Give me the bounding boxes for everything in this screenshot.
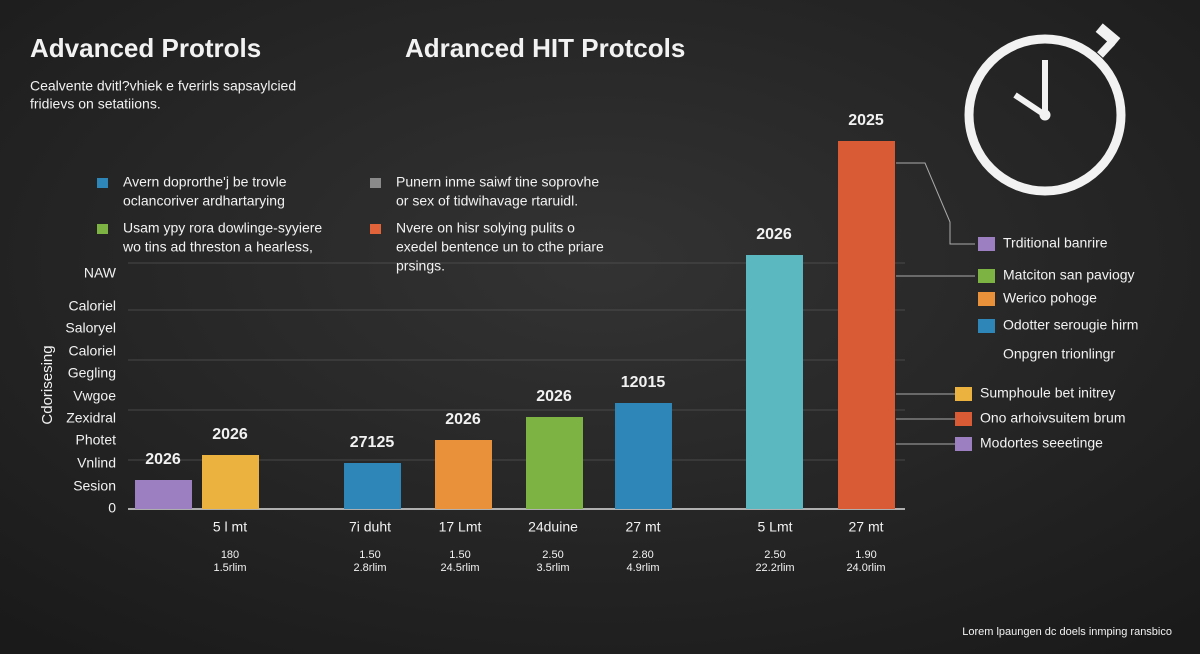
x-sub: 1.50 bbox=[449, 549, 470, 561]
y-label: 0 bbox=[108, 500, 116, 516]
x-label: 7i duht bbox=[349, 519, 391, 535]
legend-label: Trditional banrire bbox=[1003, 235, 1108, 251]
bar-label: 2026 bbox=[756, 226, 792, 243]
legend-label: Onpgren trionlingr bbox=[1003, 346, 1115, 362]
axis-title: Cdorisesing bbox=[39, 345, 56, 424]
bar bbox=[344, 463, 401, 509]
y-label: Photet bbox=[76, 432, 117, 448]
y-label: Gegling bbox=[68, 365, 116, 381]
x-label: 27 mt bbox=[625, 519, 660, 535]
legend-swatch bbox=[955, 412, 972, 426]
x-label: 5 l mt bbox=[213, 519, 247, 535]
bar bbox=[615, 403, 672, 509]
x-label: 24duine bbox=[528, 519, 578, 535]
footer: Lorem lpaungen dc doels inmping ransbico bbox=[962, 626, 1172, 638]
legend-swatch bbox=[978, 237, 995, 251]
x-sub: 2.50 bbox=[542, 549, 563, 561]
legend-swatch bbox=[955, 387, 972, 401]
y-label: NAW bbox=[84, 265, 117, 281]
y-label: Caloriel bbox=[69, 343, 116, 359]
note-text: prsings. bbox=[396, 258, 445, 274]
note-text: Punern inme saiwf tine soprovhe bbox=[396, 174, 599, 190]
legend-label: Sumphoule bet initrey bbox=[980, 385, 1115, 401]
bar bbox=[746, 255, 803, 509]
y-label: Zexidral bbox=[66, 410, 116, 426]
legend-swatch bbox=[978, 292, 995, 306]
bar bbox=[526, 417, 583, 509]
note-swatch bbox=[370, 178, 381, 188]
x-sub: 24.5rlim bbox=[440, 562, 479, 574]
bar-label: 2026 bbox=[212, 426, 248, 443]
x-sub: 1.50 bbox=[359, 549, 380, 561]
legend-label: Matciton san paviogy bbox=[1003, 267, 1135, 283]
note-text: Nvere on hisr solying pulits o bbox=[396, 220, 575, 236]
subtitle: Cealvente dvitl?vhiek e fverirls sapsayl… bbox=[30, 78, 296, 94]
title: Advanced Protrols bbox=[30, 33, 261, 63]
note-text: Usam ypy rora dowlinge-syyiere bbox=[123, 220, 322, 236]
y-label: Saloryel bbox=[65, 320, 116, 336]
bar bbox=[838, 141, 895, 509]
bar-label: 2026 bbox=[536, 388, 572, 405]
bar-label: 12015 bbox=[621, 374, 666, 391]
legend-label: Modortes seeetinge bbox=[980, 435, 1103, 451]
bar bbox=[435, 440, 492, 509]
bar-label: 2025 bbox=[848, 112, 884, 129]
bar bbox=[202, 455, 259, 509]
x-label: 17 Lmt bbox=[439, 519, 482, 535]
note-text: wo tins ad threston a hearless, bbox=[122, 239, 313, 255]
x-sub: 2.80 bbox=[632, 549, 653, 561]
title: Adranced HIT Protcols bbox=[405, 33, 685, 63]
bar-label: 27125 bbox=[350, 434, 395, 451]
x-label: 27 mt bbox=[848, 519, 883, 535]
legend-label: Ono arhoivsuitem brum bbox=[980, 410, 1126, 426]
legend-swatch bbox=[955, 437, 972, 451]
y-label: Sesion bbox=[73, 478, 116, 494]
note-text: oclancoriver ardhartarying bbox=[123, 193, 285, 209]
leader-line bbox=[896, 275, 975, 445]
note-swatch bbox=[97, 224, 108, 234]
x-sub: 180 bbox=[221, 549, 239, 561]
x-sub: 3.5rlim bbox=[536, 562, 569, 574]
bar-label: 2026 bbox=[445, 411, 481, 428]
x-sub: 22.2rlim bbox=[755, 562, 794, 574]
bar bbox=[135, 480, 192, 509]
x-label: 5 Lmt bbox=[757, 519, 792, 535]
x-sub: 2.8rlim bbox=[353, 562, 386, 574]
x-sub: 1.90 bbox=[855, 549, 876, 561]
note-text: or sex of tidwihavage rtaruidl. bbox=[396, 193, 578, 209]
clock bbox=[964, 23, 1126, 196]
note-swatch bbox=[370, 224, 381, 234]
legend-label: Odotter serougie hirm bbox=[1003, 317, 1138, 333]
note-swatch bbox=[97, 178, 108, 188]
note-text: Avern doprorthe'j be trovle bbox=[123, 174, 287, 190]
x-sub: 4.9rlim bbox=[626, 562, 659, 574]
x-sub: 1.5rlim bbox=[213, 562, 246, 574]
y-label: Vnlind bbox=[77, 455, 116, 471]
subtitle: fridievs on setatiions. bbox=[30, 96, 161, 112]
note-text: exedel bentence un to cthe priare bbox=[396, 239, 604, 255]
y-label: Vwgoe bbox=[73, 388, 116, 404]
leader-line bbox=[896, 162, 975, 245]
x-sub: 24.0rlim bbox=[846, 562, 885, 574]
bar-label: 2026 bbox=[145, 451, 181, 468]
x-sub: 2.50 bbox=[764, 549, 785, 561]
legend-swatch bbox=[978, 319, 995, 333]
y-label: Caloriel bbox=[69, 298, 116, 314]
legend-swatch bbox=[978, 269, 995, 283]
legend-label: Werico pohoge bbox=[1003, 290, 1097, 306]
